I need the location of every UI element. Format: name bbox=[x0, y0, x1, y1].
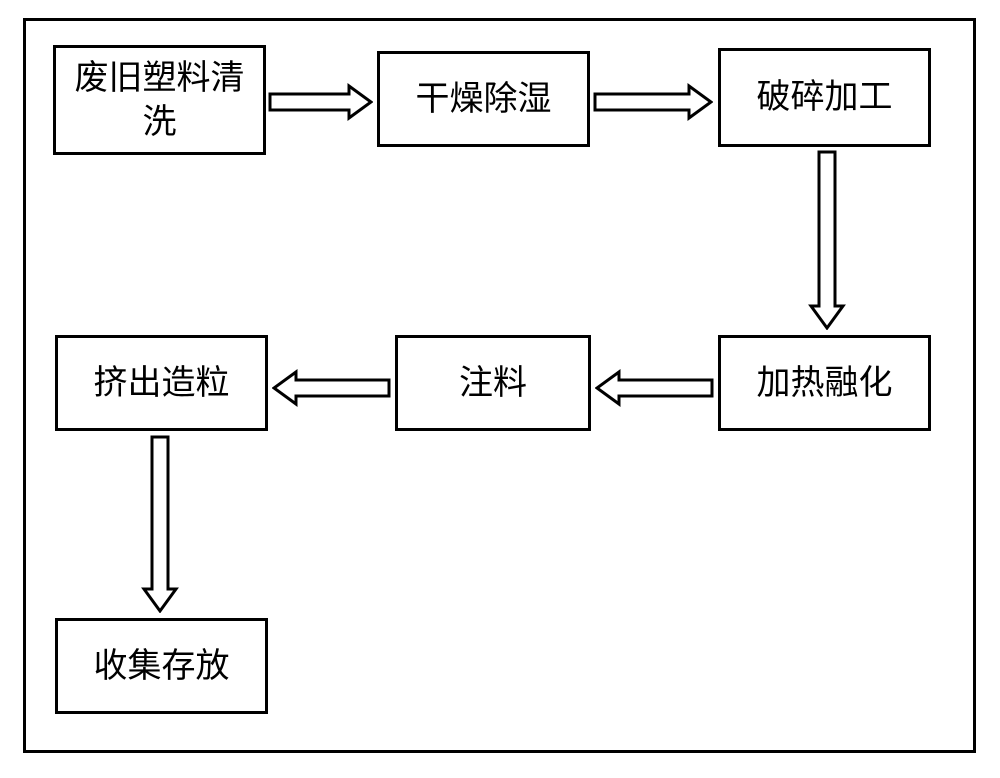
arrow-n6-n7 bbox=[140, 435, 180, 613]
node-label: 加热融化 bbox=[757, 361, 893, 405]
flowchart-node-n3: 破碎加工 bbox=[718, 48, 931, 147]
node-label: 收集存放 bbox=[94, 644, 230, 688]
node-label: 破碎加工 bbox=[757, 75, 893, 119]
arrow-n1-n2 bbox=[268, 82, 373, 122]
node-label: 干燥除湿 bbox=[416, 77, 552, 121]
flowchart-node-n1: 废旧塑料清 洗 bbox=[53, 45, 266, 155]
flowchart-node-n5: 注料 bbox=[395, 335, 591, 431]
arrow-n5-n6 bbox=[272, 368, 391, 408]
node-label: 挤出造粒 bbox=[94, 361, 230, 405]
arrow-n4-n5 bbox=[595, 368, 714, 408]
arrow-n2-n3 bbox=[593, 82, 713, 122]
flowchart-node-n4: 加热融化 bbox=[718, 335, 931, 431]
node-label: 废旧塑料清 洗 bbox=[75, 56, 245, 144]
node-label: 注料 bbox=[459, 361, 527, 405]
flowchart-node-n2: 干燥除湿 bbox=[377, 51, 590, 147]
arrow-n3-n4 bbox=[807, 150, 847, 330]
flowchart-node-n7: 收集存放 bbox=[55, 618, 268, 714]
flowchart-node-n6: 挤出造粒 bbox=[55, 335, 268, 431]
